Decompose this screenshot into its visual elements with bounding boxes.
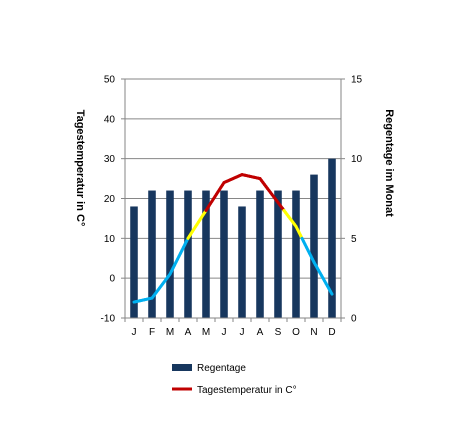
bar-regentage: [130, 206, 138, 318]
bar-regentage: [328, 158, 336, 318]
left-tick-label: 50: [104, 75, 116, 86]
legend-swatch-regentage: [172, 364, 192, 371]
bar-regentage: [310, 174, 318, 318]
bar-regentage: [184, 190, 192, 318]
x-tick-label: A: [185, 327, 192, 338]
legend-label-regentage: Regentage: [197, 363, 246, 374]
left-tick-label: 0: [109, 274, 115, 285]
left-tick-label: 30: [104, 154, 116, 165]
legend: Regentage Tagestemperatur in C°: [172, 363, 297, 396]
right-axis-ticks: 0 5 10 15: [351, 75, 363, 325]
left-axis-title: Tagestemperatur in C°: [74, 110, 86, 227]
x-tick-label: J: [222, 327, 227, 338]
temperature-line: [132, 173, 334, 304]
x-tick-label: F: [149, 327, 155, 338]
temperature-line-segment: [329, 289, 334, 296]
left-tick-label: 20: [104, 194, 116, 205]
x-tick-label: O: [292, 327, 300, 338]
bar-regentage: [148, 190, 156, 318]
legend-label-temperature: Tagestemperatur in C°: [197, 385, 297, 396]
bar-regentage: [256, 190, 264, 318]
right-tick-label: 15: [351, 75, 363, 86]
right-tick-label: 10: [351, 154, 363, 165]
x-tick-label: S: [275, 327, 282, 338]
bar-regentage: [166, 190, 174, 318]
left-tick-label: 40: [104, 114, 116, 125]
bar-regentage: [292, 190, 300, 318]
x-tick-label: D: [328, 327, 335, 338]
right-axis-title: Regentage im Monat: [383, 109, 395, 217]
gridlines: [125, 78, 341, 319]
bar-regentage: [238, 206, 246, 318]
bar-regentage: [202, 190, 210, 318]
left-tick-label: -10: [101, 314, 116, 325]
x-tick-label: N: [310, 327, 317, 338]
rain-days-bars: [130, 158, 336, 318]
x-tick-label: M: [202, 327, 210, 338]
x-tick-label: J: [240, 327, 245, 338]
right-tick-label: 5: [351, 234, 357, 245]
x-tick-label: M: [166, 327, 174, 338]
left-axis-ticks: -10 0 10 20 30 40 50: [101, 75, 116, 325]
bar-regentage: [220, 190, 228, 318]
bar-regentage: [274, 190, 282, 318]
right-tick-label: 0: [351, 314, 357, 325]
left-tick-label: 10: [104, 234, 116, 245]
x-tick-label: J: [132, 327, 137, 338]
x-tick-label: A: [257, 327, 264, 338]
axes: [121, 78, 345, 322]
